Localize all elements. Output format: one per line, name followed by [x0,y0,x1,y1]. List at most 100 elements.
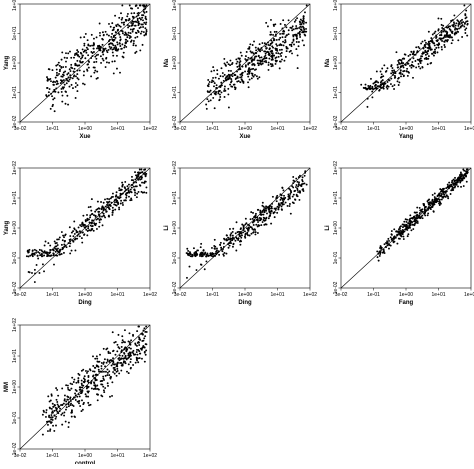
data-point [416,206,419,209]
data-point [209,89,212,92]
data-point [440,192,443,195]
data-point [126,191,129,194]
data-point [246,228,249,231]
data-point [240,72,243,75]
data-point [141,346,144,349]
data-point [435,197,438,200]
data-point [291,195,294,198]
y-tick-label: 1e-01 [333,86,339,99]
data-point [80,410,83,413]
data-point [120,369,123,372]
data-point [251,217,254,220]
data-point [132,363,135,366]
data-point [96,373,99,376]
data-point [385,246,387,249]
data-point [116,49,119,52]
data-point [293,180,296,183]
data-point [126,40,129,43]
data-point [257,47,260,50]
data-point [251,44,254,46]
data-point [408,218,411,221]
data-point [118,187,121,190]
data-point [112,349,115,352]
data-point [390,77,393,80]
data-point [114,195,117,198]
data-point [116,363,118,366]
data-point [292,202,295,205]
data-point [288,43,291,46]
data-point [38,248,41,251]
data-point [253,58,256,61]
y-tick-label: 1e+02 [333,0,339,11]
data-point [452,25,455,28]
data-point [438,202,440,205]
data-point [106,358,109,361]
data-point [299,174,301,177]
data-point [129,199,132,202]
data-point [127,189,130,192]
data-point [61,246,64,249]
data-point [119,36,122,39]
data-point [95,222,98,225]
data-point [141,181,144,184]
data-point [87,379,90,382]
data-point [413,211,416,214]
data-point [433,32,436,35]
data-point [129,188,132,191]
data-point [233,74,236,77]
data-point [81,241,84,244]
data-point [69,242,72,245]
data-point [431,33,434,36]
data-point [443,40,446,43]
data-point [223,62,226,65]
data-point [98,219,101,221]
x-tick-label: 1e-01 [367,126,380,132]
data-point [360,83,363,86]
data-point [254,74,256,76]
data-point [118,24,121,27]
data-point [192,247,195,250]
data-point [50,254,52,257]
data-point [30,253,33,256]
data-point [371,85,374,88]
data-point [66,395,69,398]
data-point [366,97,369,100]
data-point [380,75,383,78]
data-point [238,233,241,236]
data-point [109,376,112,378]
data-point [130,186,133,189]
data-point [211,246,213,249]
data-point [271,54,274,57]
data-point [89,229,92,232]
data-point [273,39,276,41]
data-point [300,29,303,32]
data-point [121,4,124,7]
data-point [67,80,70,83]
data-point [130,7,132,10]
data-point [34,272,36,275]
data-point [258,56,261,59]
data-point [104,216,107,219]
data-point [48,406,51,409]
data-point [45,95,48,98]
data-point [301,20,304,23]
data-point [141,171,144,174]
data-point [105,370,107,373]
data-point [102,375,105,378]
data-point [99,31,101,34]
data-point [131,28,134,31]
data-point [71,398,74,401]
data-point [419,57,422,60]
data-point [398,81,401,84]
data-point [90,57,93,59]
data-point [47,430,49,433]
data-point [440,17,443,20]
data-point [227,63,230,66]
data-point [49,429,51,432]
data-point [75,381,78,384]
data-point [441,190,444,193]
data-point [45,409,48,411]
data-point [255,49,258,52]
data-point [187,253,189,256]
data-point [73,220,76,223]
